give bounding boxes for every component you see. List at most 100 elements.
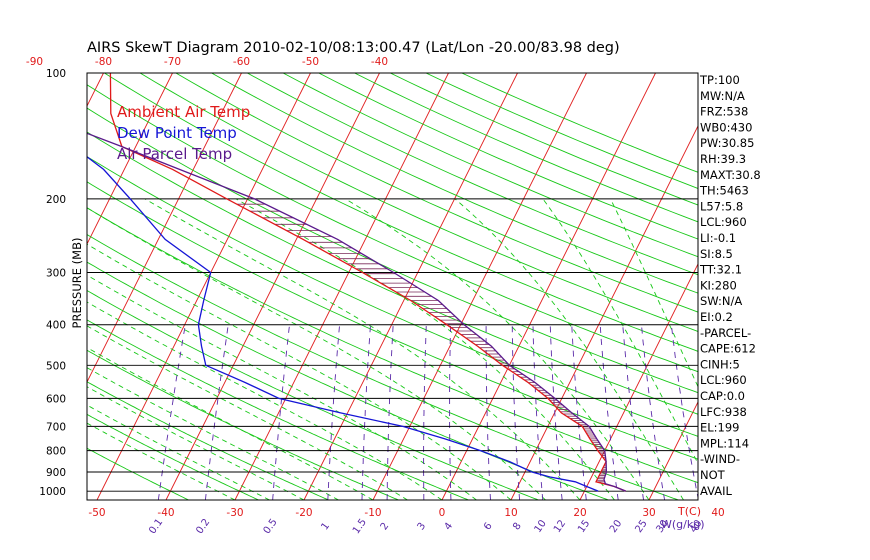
top-temperature-label: -40 [371, 56, 388, 68]
pressure-tick-label: 900 [46, 467, 66, 479]
moist-adiabat-line [87, 274, 477, 500]
dry-adiabat-line [282, 73, 698, 258]
mixing-ratio-label: 6 [482, 521, 495, 533]
moist-adiabat-line [87, 367, 339, 500]
index-entry: AVAIL [700, 484, 733, 498]
bottom-temperature-label: -50 [88, 507, 105, 519]
index-entry: LCL:960 [700, 373, 747, 387]
index-entry: CAP:0.0 [700, 389, 745, 403]
mixing-ratio-label: 1 [319, 521, 332, 533]
dry-adiabat-line [139, 73, 698, 332]
mixing-ratio-label: 10 [533, 518, 549, 535]
mixing-ratio-line [532, 324, 544, 500]
bottom-temperature-label: 30 [642, 507, 655, 519]
moist-adiabat-line [87, 301, 443, 500]
mixing-ratio-label: 2 [379, 521, 392, 533]
bottom-temperature-label: 20 [573, 507, 586, 519]
mixing-ratio-label: 3 [416, 521, 429, 533]
isotherm-line [856, 73, 870, 500]
dry-adiabat-line [87, 207, 698, 484]
mixing-ratio-line [622, 324, 645, 500]
top-temperature-label: -90 [26, 56, 43, 68]
pressure-tick-label: 700 [46, 421, 66, 433]
legend-entry: Ambient Air Temp [117, 103, 250, 121]
dry-adiabat-line [87, 84, 698, 373]
dry-adiabat-line [425, 73, 698, 189]
pressure-tick-label: 100 [46, 68, 66, 80]
moist-adiabat-line [87, 422, 236, 500]
dry-adiabat-line [104, 73, 698, 352]
index-entry: PW:30.85 [700, 136, 754, 150]
y-axis-label: PRESSURE (MB) [70, 238, 84, 329]
mixing-ratio-line [549, 324, 563, 500]
index-entry: LFC:938 [700, 405, 747, 419]
isotherm-line [441, 73, 656, 500]
isotherm-line [87, 73, 242, 384]
legend-entry: Dew Point Temp [117, 124, 237, 142]
mixing-ratio-label: 15 [576, 518, 592, 535]
isotherm-line [96, 73, 311, 500]
index-entry: MW:N/A [700, 89, 745, 103]
bottom-temperature-label: -10 [364, 507, 381, 519]
moist-adiabat-line [610, 198, 698, 388]
index-entry: TH:5463 [699, 184, 749, 198]
moist-adiabat-line [87, 347, 374, 500]
mixing-ratio-line [640, 324, 666, 500]
bottom-temperature-label: 40 [711, 507, 724, 519]
bottom-temperature-label: -40 [157, 507, 174, 519]
isotherm-line [510, 124, 698, 500]
mixing-ratio-label: 20 [608, 518, 624, 535]
dry-adiabat-line [87, 107, 698, 394]
isotherm-line [87, 73, 104, 108]
index-entry: RH:39.3 [700, 152, 746, 166]
dry-adiabat-line [87, 413, 259, 500]
pressure-tick-label: 1000 [39, 486, 66, 498]
mixing-ratio-label: 1.5 [351, 517, 369, 536]
dry-adiabat-line [87, 447, 189, 500]
index-entry: CAPE:612 [700, 342, 756, 356]
isotherm-line [234, 73, 449, 500]
legend-entry: Air Parcel Temp [117, 145, 232, 163]
mixing-ratio-line [361, 324, 371, 500]
index-entry: L57:5.8 [700, 199, 743, 213]
mixing-ratio-label: 25 [633, 518, 649, 535]
mixing-ratio-label: 0.2 [194, 517, 212, 536]
index-entry: SW:N/A [700, 294, 742, 308]
pressure-tick-label: 800 [46, 446, 66, 458]
mixing-ratio-label: 0.5 [262, 517, 280, 536]
pressure-tick-label: 200 [46, 194, 66, 206]
isotherm-line [0, 73, 35, 500]
pressure-tick-label: 500 [46, 360, 66, 372]
moist-adiabat-line [87, 207, 546, 500]
moist-adiabat-line [87, 404, 270, 500]
isotherm-line [648, 400, 698, 500]
dry-adiabat-line [87, 234, 679, 500]
mixing-ratio-labels: 0.1 0.2 0.5 1 1.5 2 3 4 6 8 10 12 15 20 25 30 40 [147, 517, 704, 536]
mixing-ratio-grid [157, 324, 698, 500]
index-entry: EI:0.2 [700, 310, 733, 324]
pressure-tick-label: 400 [46, 320, 66, 332]
index-entry: WB0:430 [700, 120, 752, 134]
top-temperature-label: -80 [95, 56, 112, 68]
mixing-ratio-line [511, 324, 521, 500]
index-entry: EL:199 [700, 421, 740, 435]
x-axis-unit-label: T(C) [677, 505, 701, 518]
index-entry: LCL:960 [700, 215, 747, 229]
mixing-ratio-line [599, 324, 619, 500]
mixing-ratio-label: 0.1 [147, 517, 165, 536]
index-entry: MPL:114 [700, 436, 749, 450]
bottom-temperature-label: -30 [226, 507, 243, 519]
top-temperature-label: -60 [233, 56, 250, 68]
legend: Ambient Air Temp Dew Point Temp Air Parcel… [117, 103, 250, 163]
dry-adiabat-line [211, 73, 698, 294]
dry-adiabat-line [247, 73, 698, 276]
mixing-ratio-line [423, 324, 427, 500]
index-entry: NOT [700, 468, 726, 482]
dry-adiabat-line [87, 131, 698, 415]
index-entry: SI:8.5 [700, 247, 733, 261]
top-temperature-label: -70 [164, 56, 181, 68]
profile-series [87, 73, 627, 492]
plot-frame [86, 72, 699, 501]
